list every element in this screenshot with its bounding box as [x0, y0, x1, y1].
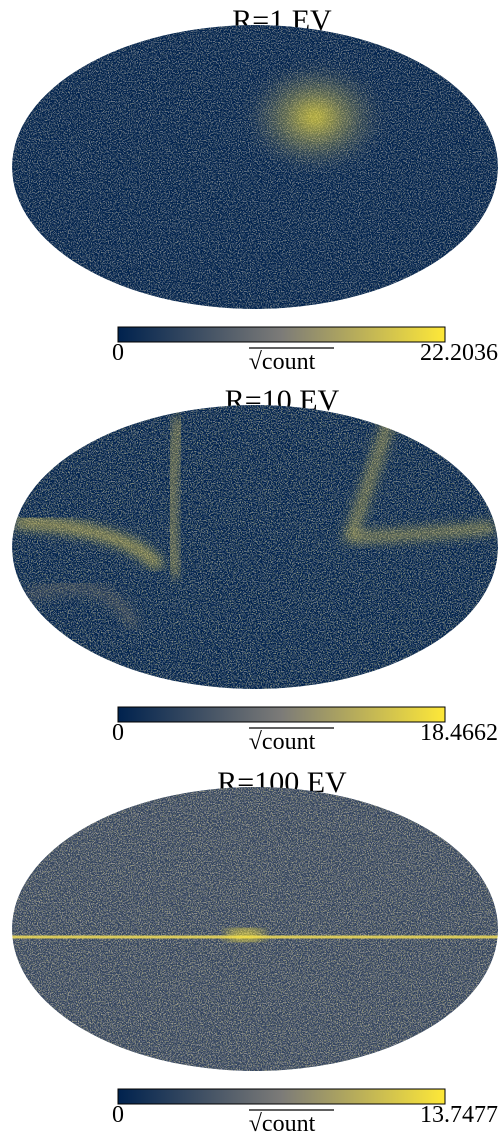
sky-map — [12, 787, 498, 1071]
colorbar-max-label: 13.7477 — [420, 1102, 498, 1128]
colorbar — [118, 1089, 445, 1104]
colorbar-min-label: 0 — [112, 720, 124, 746]
sky-map — [12, 25, 498, 309]
colorbar-min-label: 0 — [112, 340, 124, 366]
colorbar — [118, 327, 445, 342]
colorbar-label: √count — [249, 349, 316, 375]
page: R=1 EV022.2036√countR=10 EV018.4662√coun… — [0, 0, 498, 1142]
colorbar-max-label: 18.4662 — [420, 720, 498, 746]
colorbar-min-label: 0 — [112, 1102, 124, 1128]
sky-map — [12, 405, 498, 689]
colorbar-label: √count — [249, 1111, 316, 1137]
colorbar-label: √count — [249, 729, 316, 755]
figure: R=1 EV022.2036√countR=10 EV018.4662√coun… — [0, 0, 498, 1142]
colorbar-max-label: 22.2036 — [420, 340, 498, 366]
colorbar — [118, 707, 445, 722]
